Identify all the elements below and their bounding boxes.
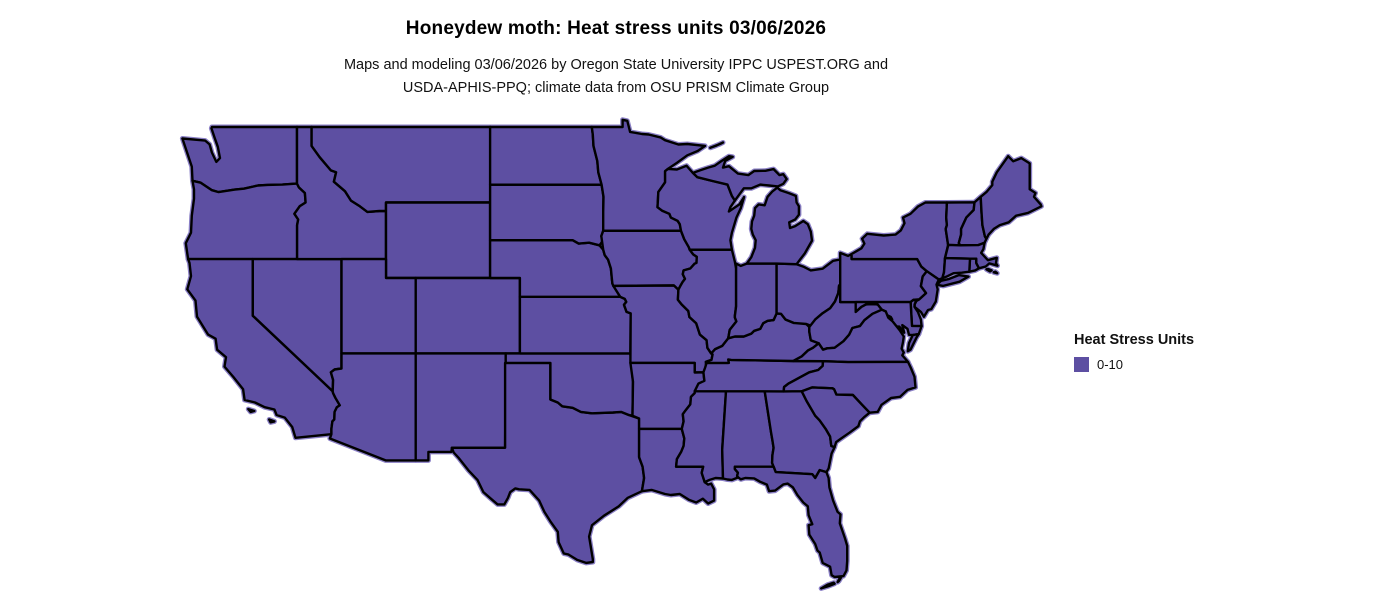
subtitle-line-2: USDA-APHIS-PPQ; climate data from OSU PR… — [402, 79, 830, 96]
page-title: Honeydew moth: Heat stress units 03/06/2… — [405, 18, 827, 39]
state-me — [979, 155, 1043, 241]
title-block: Honeydew moth: Heat stress units 03/06/2… — [0, 18, 1232, 99]
state-ct — [941, 256, 972, 280]
state-wy — [384, 201, 492, 280]
legend-item-label: 0-10 — [1097, 357, 1124, 372]
legend-swatch — [1074, 357, 1089, 372]
state-sd — [488, 183, 605, 247]
state-nm — [414, 352, 507, 462]
state-co — [414, 276, 522, 355]
state-nd — [488, 125, 603, 186]
state-ks — [518, 295, 632, 355]
state-or — [184, 179, 307, 261]
state-fl — [733, 465, 849, 590]
state-mi — [691, 141, 814, 266]
state-ms — [674, 390, 728, 484]
state-sc — [800, 386, 871, 449]
legend: Heat Stress Units 0-10 — [1074, 332, 1194, 372]
state-az — [328, 352, 417, 462]
state-nj — [913, 270, 940, 318]
states-layer — [181, 118, 1043, 590]
legend-item: 0-10 — [1074, 357, 1194, 372]
state-va — [792, 308, 920, 364]
legend-title: Heat Stress Units — [1074, 332, 1195, 348]
subtitle-line-1: Maps and modeling 03/06/2026 by Oregon S… — [343, 57, 889, 73]
